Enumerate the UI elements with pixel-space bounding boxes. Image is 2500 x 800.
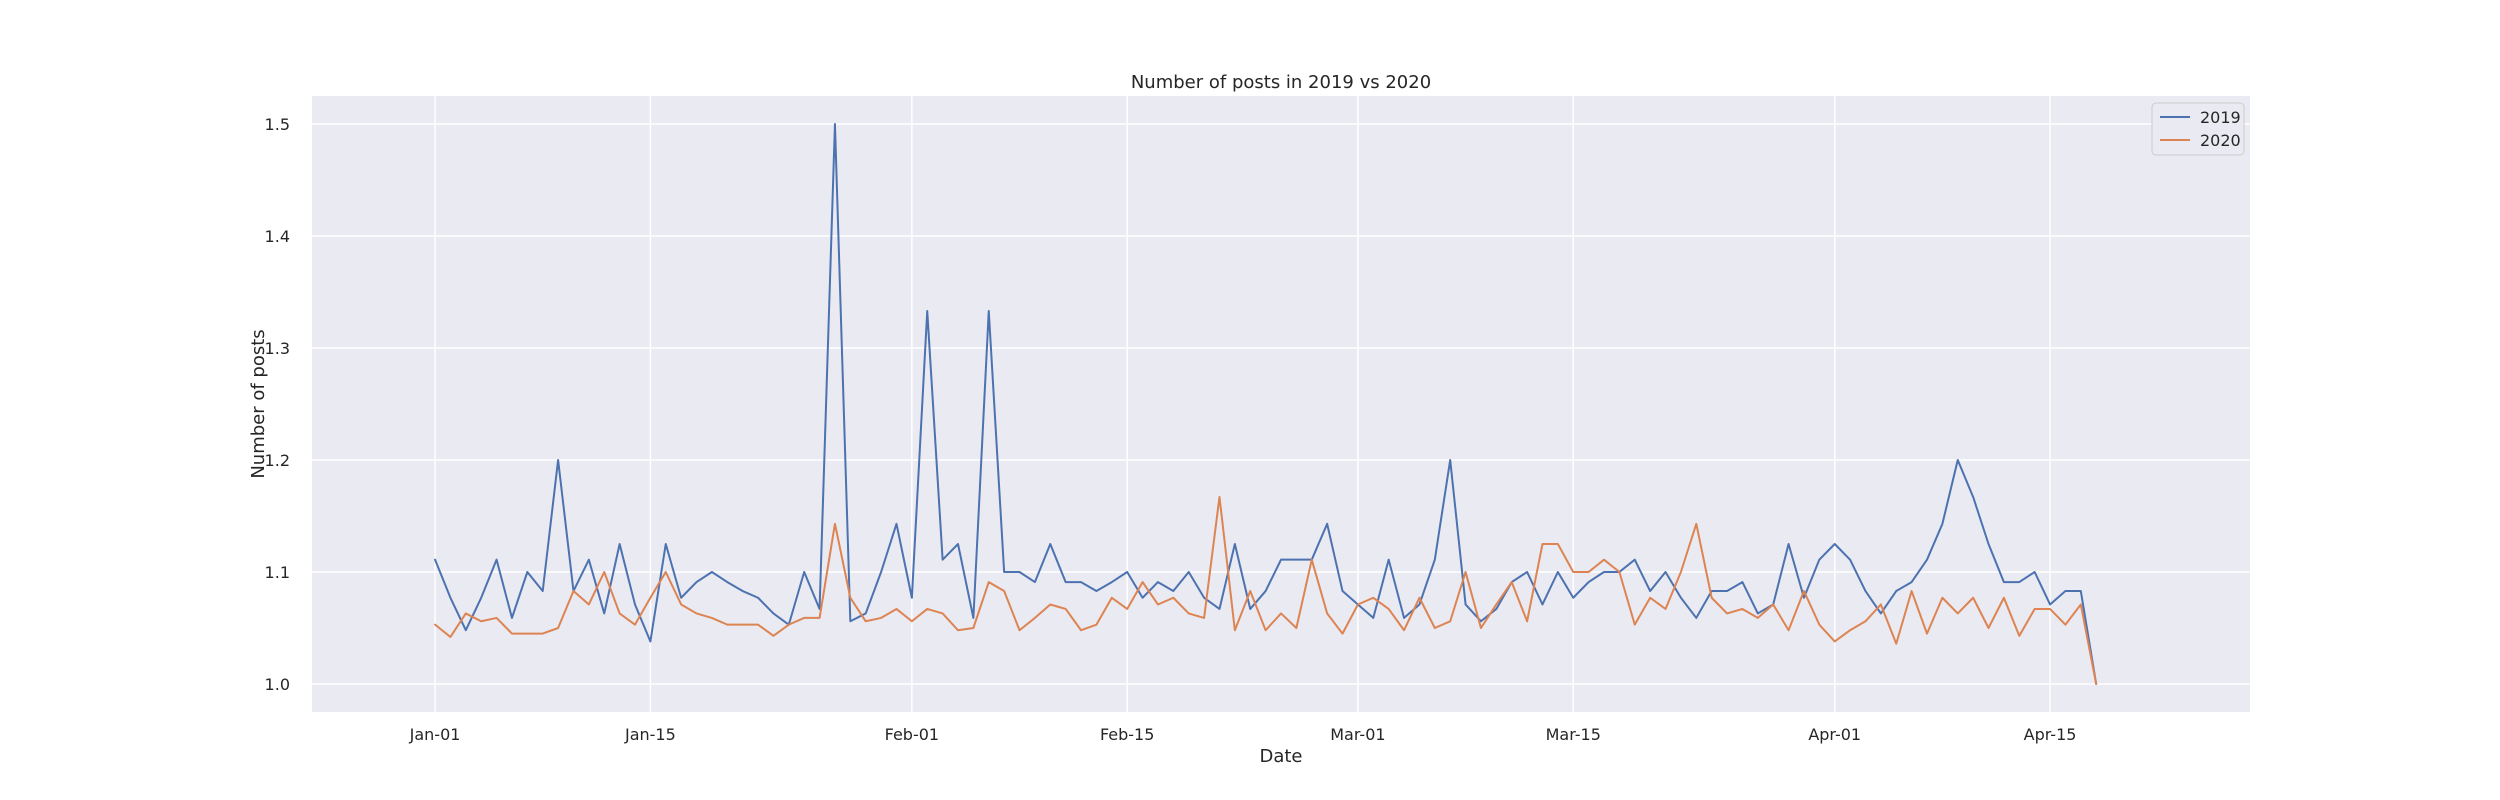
y-axis-label: Number of posts	[248, 329, 269, 478]
x-axis-label: Date	[1259, 746, 1302, 767]
series-line-2020	[434, 495, 2098, 685]
series-line-2019	[434, 123, 2098, 685]
series-layer	[434, 123, 2098, 685]
x-tick-label: Mar-01	[1330, 725, 1385, 744]
y-tick-label: 1.0	[265, 675, 290, 694]
y-tick-label: 1.2	[265, 451, 290, 470]
x-tick-label: Jan-01	[409, 725, 461, 744]
y-axis: 1.0 1.1 1.2 1.3 1.4 1.5	[265, 115, 290, 694]
x-tick-label: Apr-15	[2024, 725, 2077, 744]
x-tick-label: Mar-15	[1546, 725, 1601, 744]
x-tick-label: Feb-15	[1100, 725, 1154, 744]
plot-area	[312, 96, 2250, 712]
legend: 2019 2020	[2151, 102, 2245, 156]
x-axis: Jan-01 Jan-15 Feb-01 Feb-15 Mar-01 Mar-15 Apr-…	[409, 725, 2077, 744]
x-tick-label: Feb-01	[885, 725, 939, 744]
x-tick-label: Jan-15	[624, 725, 676, 744]
y-tick-label: 1.3	[265, 339, 290, 358]
chart-title: Number of posts in 2019 vs 2020	[1131, 72, 1431, 93]
y-tick-label: 1.5	[265, 115, 290, 134]
x-tick-label: Apr-01	[1808, 725, 1861, 744]
y-tick-label: 1.4	[265, 227, 290, 246]
legend-entry-2019: 2019	[2200, 108, 2241, 127]
legend-entry-2020: 2020	[2200, 131, 2241, 150]
y-tick-label: 1.1	[265, 563, 290, 582]
